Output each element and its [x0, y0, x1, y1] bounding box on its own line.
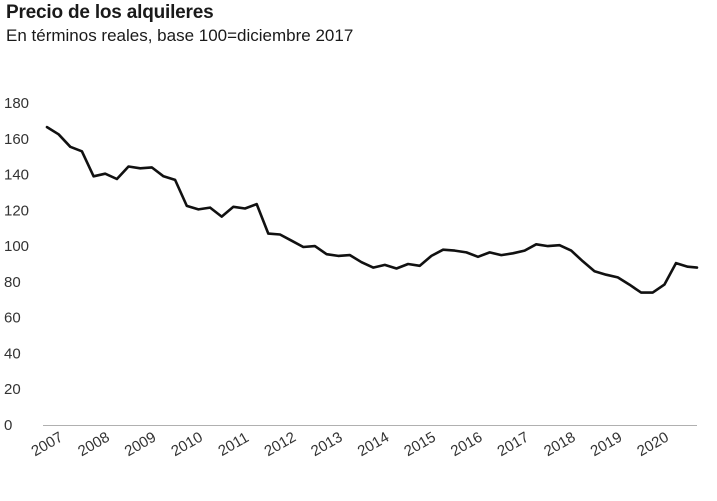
y-tick-label: 160 — [4, 131, 29, 148]
x-tick-label: 2011 — [215, 429, 251, 460]
chart-title: Precio de los alquileres — [6, 2, 214, 23]
y-tick-label: 140 — [4, 167, 29, 184]
y-axis-tick-labels: 0 20 40 60 80 100 120 140 160 180 — [4, 95, 29, 434]
x-tick-label: 2014 — [355, 429, 392, 460]
x-tick-label: 2017 — [494, 429, 531, 460]
x-axis-tick-labels: 2007 2008 2009 2010 2011 2012 2013 2014 2015 2016… — [29, 429, 672, 460]
y-tick-label: 100 — [4, 238, 29, 255]
y-tick-label: 180 — [4, 95, 29, 112]
x-tick-label: 2013 — [308, 429, 345, 460]
y-tick-label: 120 — [4, 202, 29, 219]
x-tick-label: 2015 — [401, 429, 438, 460]
series-line — [45, 125, 699, 294]
y-tick-label: 0 — [4, 417, 12, 434]
y-tick-label: 40 — [4, 345, 21, 362]
chart-subtitle: En términos reales, base 100=diciembre 2… — [6, 26, 354, 45]
x-tick-label: 2010 — [168, 429, 205, 460]
x-tick-label: 2012 — [262, 429, 299, 460]
x-tick-label: 2016 — [448, 429, 485, 460]
x-tick-label: 2019 — [588, 429, 625, 460]
x-tick-label: 2008 — [75, 429, 112, 460]
y-tick-label: 80 — [4, 274, 21, 291]
y-tick-label: 60 — [4, 310, 21, 327]
y-tick-label: 20 — [4, 381, 21, 398]
x-tick-label: 2020 — [634, 429, 671, 460]
x-tick-label: 2009 — [122, 429, 159, 460]
x-tick-label: 2018 — [541, 429, 578, 460]
x-tick-label: 2007 — [29, 429, 66, 460]
series-group — [45, 125, 699, 294]
